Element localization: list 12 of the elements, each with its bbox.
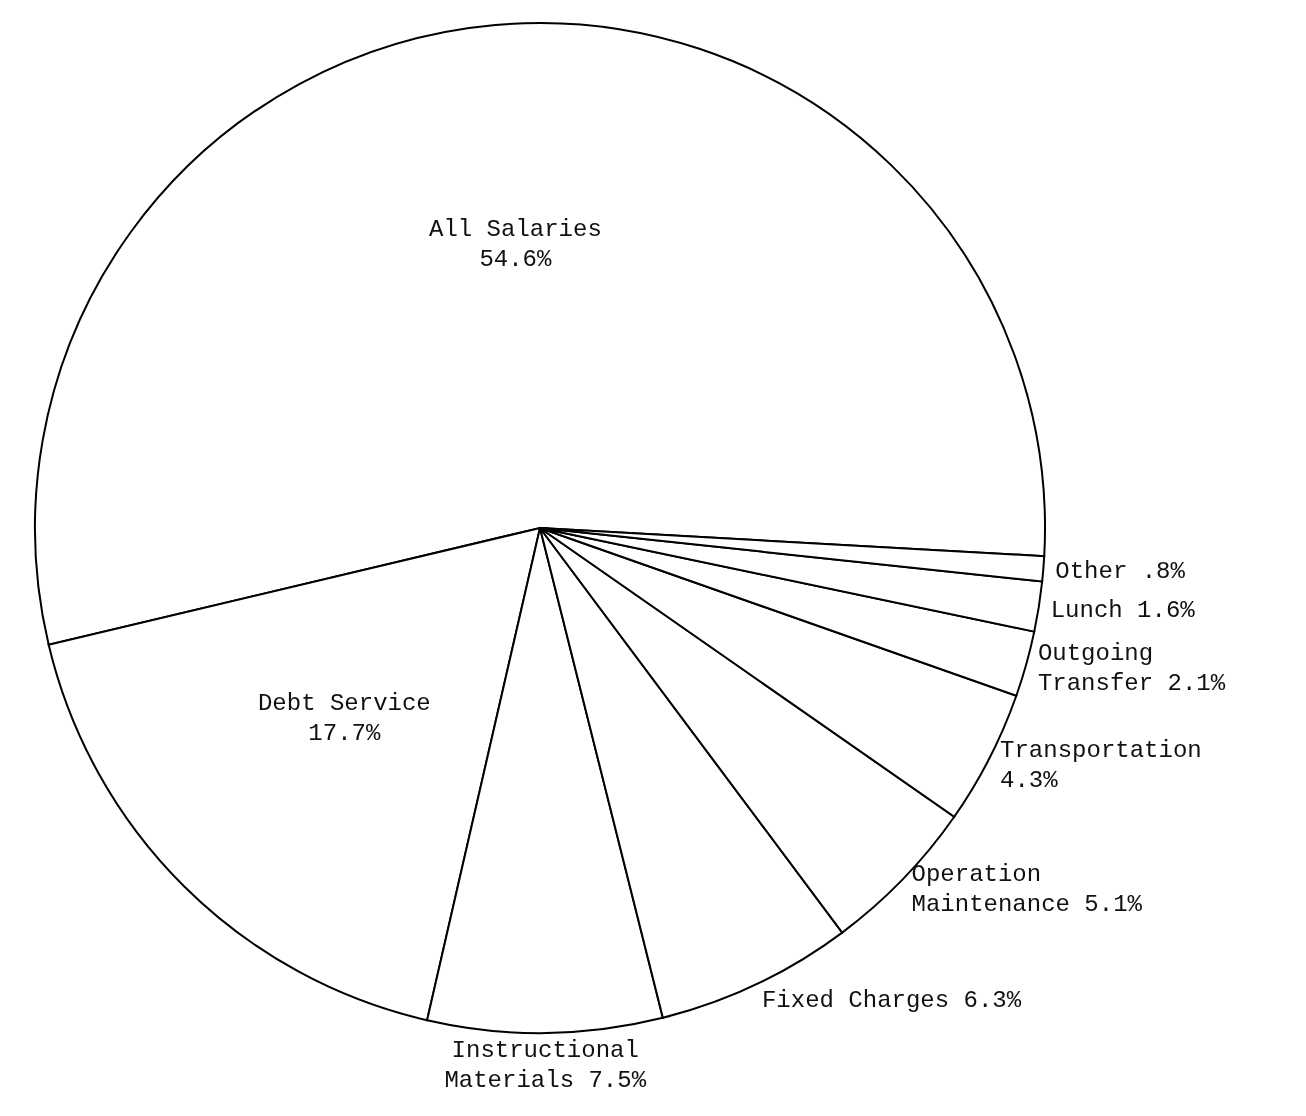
slice-label: Other .8% bbox=[1055, 557, 1186, 585]
slice-label: All Salaries bbox=[428, 216, 602, 244]
slice-label: Instructional Materials 7.5% bbox=[444, 1036, 647, 1094]
data-label: 17.7% bbox=[308, 720, 381, 748]
slice-label: Outgoing Transfer 2.1% bbox=[1037, 640, 1226, 698]
slice-label: Operation Maintenance 5.1% bbox=[911, 860, 1143, 918]
data-label: 54.6% bbox=[479, 246, 553, 274]
slice-label: Fixed Charges 6.3% bbox=[761, 986, 1022, 1014]
slice-label: Lunch 1.6% bbox=[1050, 596, 1196, 624]
slice-label: Debt Service bbox=[257, 690, 431, 718]
data-label: 4.3% bbox=[1000, 766, 1059, 794]
slice-label: Transportation bbox=[1000, 736, 1202, 764]
